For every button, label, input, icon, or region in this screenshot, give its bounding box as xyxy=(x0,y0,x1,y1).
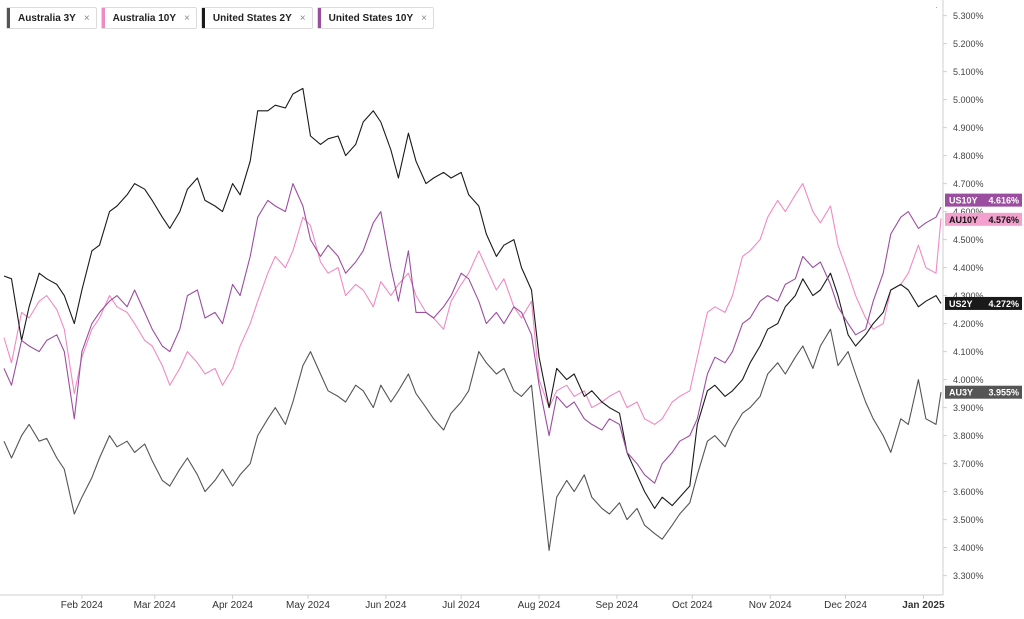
legend-chip-united-states-2y[interactable]: United States 2Y × xyxy=(200,7,313,29)
x-tick-label: Feb 2024 xyxy=(61,600,104,611)
x-tick-label: Sep 2024 xyxy=(596,600,639,611)
chart-menu-dot[interactable]: · xyxy=(935,2,938,12)
y-tick-label: 5.300% xyxy=(953,11,984,21)
x-tick-label: Aug 2024 xyxy=(518,600,561,611)
x-tick-label: May 2024 xyxy=(286,600,330,611)
last-value-tag-au3y: AU3Y 3.955% xyxy=(945,385,1022,399)
series-short-name: AU10Y xyxy=(949,215,978,225)
close-icon[interactable]: × xyxy=(83,12,90,24)
y-tick-label: 5.100% xyxy=(953,67,984,77)
y-tick-label: 4.200% xyxy=(953,319,984,329)
legend-color-swatch xyxy=(201,8,205,28)
x-tick-label: Oct 2024 xyxy=(672,600,713,611)
legend-color-swatch xyxy=(101,8,105,28)
legend-chip-australia-3y[interactable]: Australia 3Y × xyxy=(6,7,97,29)
y-tick-label: 3.600% xyxy=(953,487,984,497)
series-short-name: AU3Y xyxy=(949,388,973,398)
y-tick-label: 3.700% xyxy=(953,459,984,469)
legend-color-swatch xyxy=(317,8,321,28)
y-tick-label: 4.600% xyxy=(953,207,984,217)
series-line-us2y xyxy=(3,87,942,509)
y-tick-label: 4.900% xyxy=(953,123,984,133)
legend-label: United States 10Y xyxy=(328,12,414,24)
legend: Australia 3Y × Australia 10Y × United States… xyxy=(6,7,434,29)
y-tick-label: 4.800% xyxy=(953,151,984,161)
series-line-us10y xyxy=(3,183,942,484)
x-tick-label: Dec 2024 xyxy=(824,600,867,611)
x-tick-label: Jan 2025 xyxy=(902,600,945,611)
x-tick-label: Nov 2024 xyxy=(749,600,792,611)
legend-chip-united-states-10y[interactable]: United States 10Y × xyxy=(316,7,434,29)
series-last-value: 4.616% xyxy=(988,196,1019,206)
series-line-au3y xyxy=(3,328,942,551)
last-value-tag-au10y: AU10Y 4.576% xyxy=(945,212,1022,226)
y-tick-label: 5.200% xyxy=(953,39,984,49)
legend-chip-australia-10y[interactable]: Australia 10Y × xyxy=(100,7,197,29)
y-tick-label: 3.300% xyxy=(953,571,984,581)
legend-label: Australia 10Y xyxy=(112,12,177,24)
x-tick-label: Jun 2024 xyxy=(365,600,407,611)
legend-color-swatch xyxy=(7,8,10,28)
last-value-tag-us10y: US10Y 4.616% xyxy=(945,193,1022,207)
series-short-name: US10Y xyxy=(949,196,978,206)
last-value-tag-bg xyxy=(945,212,1022,226)
last-value-tag-bg xyxy=(945,385,1022,399)
y-tick-label: 4.500% xyxy=(953,235,984,245)
series-last-value: 3.955% xyxy=(988,388,1019,398)
x-tick-label: Mar 2024 xyxy=(134,600,177,611)
last-value-tag-bg xyxy=(945,296,1022,310)
x-tick-label: Apr 2024 xyxy=(212,600,253,611)
y-tick-label: 3.400% xyxy=(953,543,984,553)
legend-label: United States 2Y xyxy=(212,12,292,24)
x-tick-label: Jul 2024 xyxy=(442,600,480,611)
series-line-au10y xyxy=(3,183,942,425)
y-tick-label: 4.000% xyxy=(953,375,984,385)
series-short-name: US2Y xyxy=(949,299,973,309)
legend-label: Australia 3Y xyxy=(18,12,76,24)
y-tick-label: 3.900% xyxy=(953,403,984,413)
y-tick-label: 3.800% xyxy=(953,431,984,441)
close-icon[interactable]: × xyxy=(299,12,306,24)
series-last-value: 4.272% xyxy=(988,299,1019,309)
close-icon[interactable]: × xyxy=(184,12,190,24)
y-tick-label: 3.500% xyxy=(953,515,984,525)
y-tick-label: 5.000% xyxy=(953,95,984,105)
y-tick-label: 4.100% xyxy=(953,347,984,357)
last-value-tag-bg xyxy=(945,193,1022,207)
y-tick-label: 4.300% xyxy=(953,291,984,301)
last-value-tag-us2y: US2Y 4.272% xyxy=(945,296,1022,310)
y-tick-label: 4.400% xyxy=(953,263,984,273)
y-tick-label: 4.700% xyxy=(953,179,984,189)
series-last-value: 4.576% xyxy=(988,215,1019,225)
close-icon[interactable]: × xyxy=(421,12,427,24)
